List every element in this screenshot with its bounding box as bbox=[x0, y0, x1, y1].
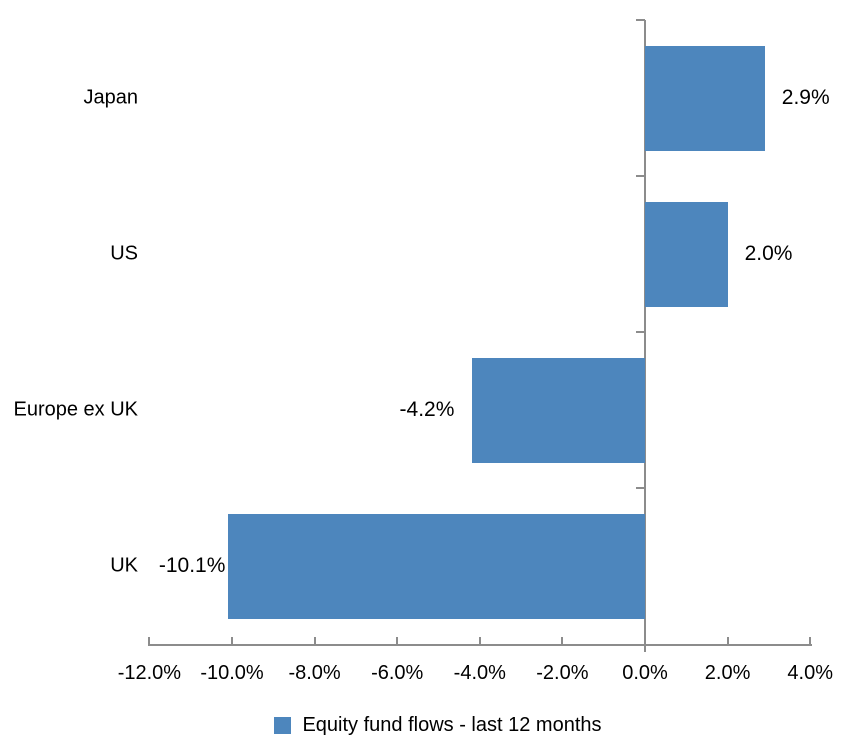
bar-uk bbox=[227, 513, 645, 619]
y-axis-tick bbox=[636, 19, 645, 21]
x-axis-tick bbox=[561, 637, 564, 646]
value-axis-line bbox=[150, 644, 812, 646]
data-label: -4.2% bbox=[399, 397, 455, 421]
x-axis-tick-label: -8.0% bbox=[288, 662, 341, 684]
x-axis-tick bbox=[726, 637, 729, 646]
y-axis-tick bbox=[636, 331, 645, 333]
category-label: US bbox=[110, 242, 138, 265]
bar-japan bbox=[645, 45, 765, 151]
y-axis-tick bbox=[636, 487, 645, 489]
category-label: Japan bbox=[83, 86, 139, 109]
y-axis-tick bbox=[636, 175, 645, 177]
category-axis-line bbox=[644, 20, 646, 652]
x-axis-tick-label: 2.0% bbox=[704, 662, 751, 684]
x-axis-tick bbox=[313, 637, 316, 646]
x-axis-tick-label: 0.0% bbox=[622, 662, 668, 684]
x-axis-tick-label: -12.0% bbox=[117, 662, 182, 684]
legend-label: Equity fund flows - last 12 months bbox=[302, 713, 602, 736]
data-label: -10.1% bbox=[158, 553, 226, 577]
legend: Equity fund flows - last 12 months bbox=[12, 711, 852, 739]
x-axis-tick-label: -2.0% bbox=[536, 662, 589, 684]
x-axis-tick bbox=[231, 637, 233, 646]
x-axis-tick bbox=[809, 637, 812, 646]
category-label: UK bbox=[110, 554, 138, 577]
data-label: 2.0% bbox=[744, 241, 793, 265]
bar-europe-ex-uk bbox=[471, 357, 645, 463]
x-axis-tick bbox=[644, 637, 646, 646]
x-axis-tick-label: -4.0% bbox=[453, 662, 506, 684]
x-axis-tick-label: -6.0% bbox=[371, 662, 424, 684]
x-axis-tick bbox=[148, 637, 151, 646]
x-axis-tick-label: 4.0% bbox=[787, 662, 833, 684]
x-axis-tick bbox=[396, 637, 399, 646]
data-label: 2.9% bbox=[781, 85, 830, 109]
x-axis-tick-label: -10.0% bbox=[200, 662, 264, 684]
x-axis-tick bbox=[478, 637, 481, 646]
bar-us bbox=[645, 201, 728, 307]
legend-marker-icon bbox=[274, 716, 292, 734]
category-label: Europe ex UK bbox=[13, 398, 138, 421]
